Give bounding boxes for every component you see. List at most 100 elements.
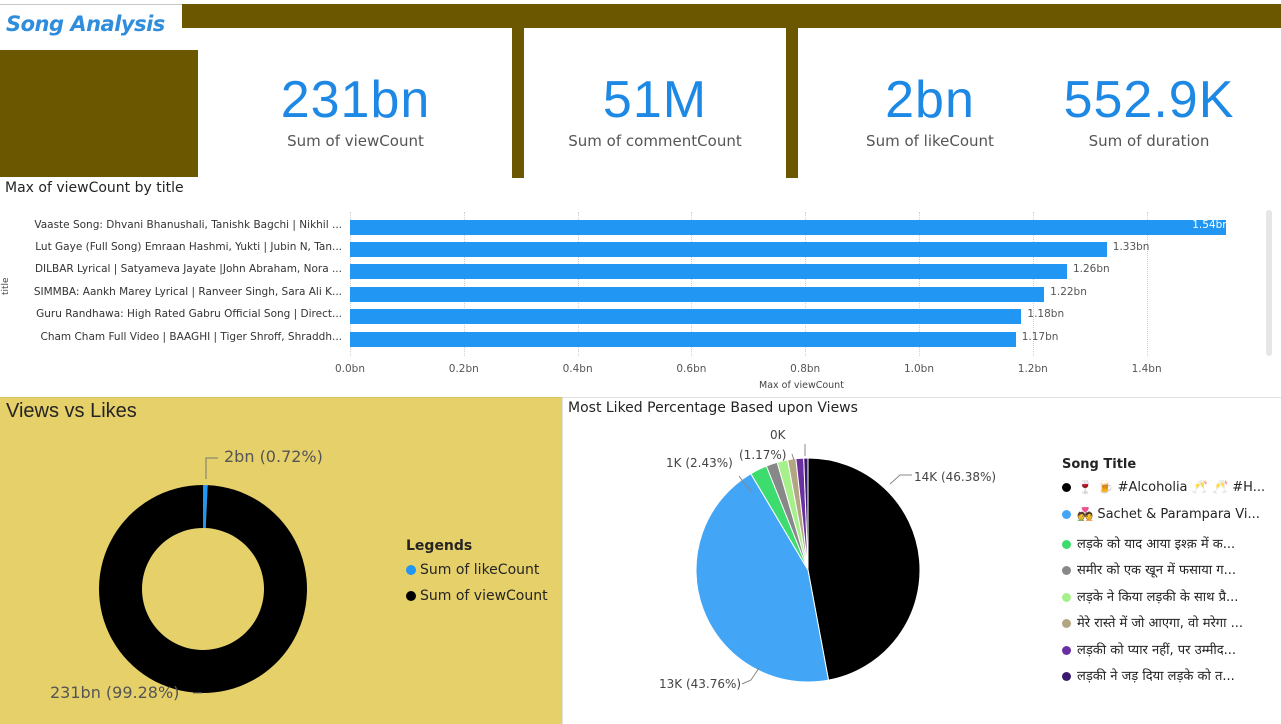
- legend-dot: [406, 591, 416, 601]
- legend-label: 💑 Sachet & Parampara Vi...: [1077, 507, 1260, 522]
- bar[interactable]: [350, 242, 1107, 257]
- bar[interactable]: [350, 287, 1045, 302]
- gridline: [691, 212, 693, 356]
- x-tick-label: 0.4bn: [562, 363, 593, 375]
- leader-line: [205, 457, 218, 479]
- pie-label-sachet: 13K (43.76%): [659, 677, 742, 691]
- pie-label-alcoholia: 14K (46.38%): [914, 470, 997, 484]
- panel-divider: [562, 397, 1281, 398]
- legend-dot: [1062, 566, 1071, 575]
- pie-legend-item[interactable]: 🍷 🍺 #Alcoholia 🥂 🥂 #H...: [1062, 480, 1277, 495]
- kpi-card-likes-duration[interactable]: 2bn Sum of likeCount 552.9K Sum of durat…: [798, 28, 1281, 178]
- separator: [786, 28, 798, 178]
- kpi-label: Sum of commentCount: [568, 132, 742, 150]
- bar[interactable]: [350, 332, 1016, 347]
- legend-item-likes[interactable]: Sum of likeCount: [406, 562, 548, 578]
- kpi-card-views[interactable]: 231bn Sum of viewCount: [199, 28, 512, 178]
- leader-line: [741, 667, 760, 685]
- legend-dot: [1062, 646, 1071, 655]
- kpi-label: Sum of likeCount: [866, 132, 994, 150]
- pie-legend-item[interactable]: लड़की ने जड़ दिया लड़के को त...: [1062, 666, 1277, 684]
- legend-dot: [1062, 540, 1071, 549]
- bar-value-label: 1.22bn: [1050, 286, 1087, 298]
- legend-label: समीर को एक खून में फसाया ग...: [1077, 563, 1236, 578]
- kpi-value: 231bn: [280, 71, 431, 129]
- donut-legend: Legends Sum of likeCount Sum of viewCoun…: [406, 538, 548, 604]
- legend-label: लड़के ने किया लड़की के साथ प्रै...: [1077, 590, 1239, 605]
- leader-line: [889, 474, 912, 485]
- leader-line: [738, 475, 753, 493]
- kpi-views: 231bn Sum of viewCount: [199, 70, 512, 150]
- donut-segment[interactable]: [203, 485, 208, 529]
- legend-title: Legends: [406, 538, 473, 554]
- bar[interactable]: [350, 309, 1022, 324]
- bar-chart-x-title: Max of viewCount: [759, 380, 844, 391]
- gridline: [805, 212, 807, 356]
- gridline: [350, 212, 351, 356]
- legend-label: Sum of viewCount: [420, 588, 548, 604]
- pie-chart-title: Most Liked Percentage Based upon Views: [568, 400, 858, 416]
- kpi-value: 51M: [602, 71, 708, 129]
- kpi-duration: 552.9K Sum of duration: [1044, 70, 1254, 150]
- pie-chart[interactable]: [562, 398, 1062, 724]
- pie-legend-item[interactable]: मेरे रास्ते में जो आएगा, वो मरेगा ...: [1062, 613, 1277, 631]
- gridline: [1032, 212, 1034, 356]
- donut-chart[interactable]: [0, 397, 562, 724]
- pie-legend-item[interactable]: लड़की को प्यार नहीं, पर उम्मीद...: [1062, 640, 1277, 658]
- bar[interactable]: [350, 264, 1067, 279]
- bar-value-label: 1.33bn: [1112, 241, 1150, 253]
- legend-label: लड़की ने जड़ दिया लड़के को त...: [1077, 669, 1235, 684]
- bar-value-label: 1.18bn: [1027, 308, 1065, 320]
- legend-label: 🍷 🍺 #Alcoholia 🥂 🥂 #H...: [1077, 480, 1266, 495]
- legend-dot: [1062, 619, 1071, 628]
- bar-value-label: 1.17bn: [1021, 331, 1059, 343]
- legend-dot: [1062, 510, 1071, 519]
- pie-legend-item[interactable]: लड़के ने किया लड़की के साथ प्रै...: [1062, 587, 1277, 605]
- header-band-left: [0, 50, 198, 177]
- pie-slice[interactable]: [803, 457, 809, 571]
- header-band: [0, 4, 1281, 28]
- legend-item-views[interactable]: Sum of viewCount: [406, 588, 548, 604]
- legend-dot: [1062, 672, 1071, 681]
- scrollbar[interactable]: [1266, 210, 1272, 356]
- donut-label-likes: 2bn (0.72%): [224, 447, 323, 466]
- bar[interactable]: [350, 220, 1227, 235]
- legend-label: लड़की को प्यार नहीं, पर उम्मीद...: [1077, 643, 1237, 658]
- dashboard-title: Song Analysis: [6, 12, 165, 36]
- gridline: [577, 212, 579, 356]
- legend-label: Sum of likeCount: [420, 562, 540, 578]
- separator: [512, 28, 524, 178]
- kpi-value: 552.9K: [1063, 71, 1235, 129]
- leader-line: [791, 453, 795, 461]
- pie-legend-item[interactable]: लड़के को याद आया इश्क़ में क...: [1062, 534, 1277, 552]
- pie-legend-title: Song Title: [1062, 457, 1137, 472]
- legend-dot: [1062, 483, 1071, 492]
- legend-label: मेरे रास्ते में जो आएगा, वो मरेगा ...: [1077, 616, 1244, 631]
- legend-dot: [406, 565, 416, 575]
- legend-dot: [1062, 593, 1071, 602]
- pie-slice[interactable]: [695, 472, 830, 683]
- bar-category-label: Lut Gaye (Full Song) Emraan Hashmi, Yukt…: [35, 241, 342, 253]
- x-tick-label: 0.0bn: [334, 363, 366, 375]
- kpi-card-comments[interactable]: 51M Sum of commentCount: [524, 28, 786, 178]
- kpi-label: Sum of viewCount: [287, 132, 424, 150]
- pie-label-slice-6: (1.17%): [739, 448, 787, 462]
- bar-value-label: 1.54bn: [1192, 219, 1229, 231]
- title-box: Song Analysis: [0, 4, 182, 50]
- kpi-likes: 2bn Sum of likeCount: [834, 70, 1026, 150]
- bar-category-label: Guru Randhawa: High Rated Gabru Official…: [36, 308, 342, 320]
- x-axis-title-text: Max of viewCount: [759, 380, 844, 391]
- kpi-value: 2bn: [885, 71, 975, 129]
- pie-label-slice-3: 1K (2.43%): [666, 456, 733, 470]
- gridline: [463, 212, 465, 356]
- pie-legend-item[interactable]: समीर को एक खून में फसाया ग...: [1062, 560, 1277, 578]
- bar-category-label: Cham Cham Full Video | BAAGHI | Tiger Sh…: [40, 331, 342, 343]
- pie-slice[interactable]: [807, 457, 921, 681]
- x-tick-label: 0.2bn: [448, 363, 479, 375]
- pie-legend-item[interactable]: 💑 Sachet & Parampara Vi...: [1062, 507, 1277, 522]
- donut-chart-title: Views vs Likes: [6, 400, 137, 422]
- legend-label: लड़के को याद आया इश्क़ में क...: [1077, 537, 1236, 552]
- donut-segment[interactable]: [99, 485, 308, 693]
- x-tick-label: 0.8bn: [790, 363, 821, 375]
- x-tick-label: 1.2bn: [1017, 363, 1048, 375]
